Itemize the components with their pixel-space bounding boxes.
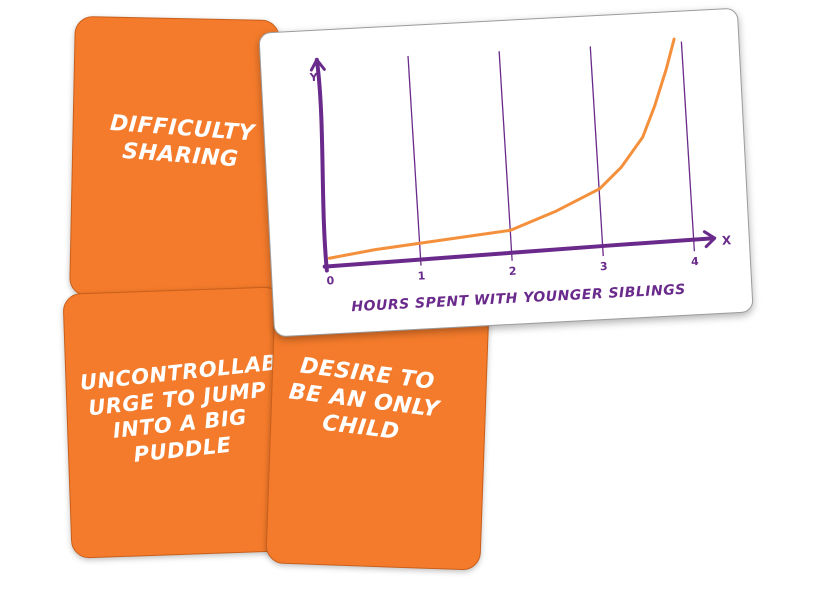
series-line-0 — [327, 37, 676, 260]
grid-line-1 — [407, 55, 422, 266]
x-tick-label-1: 1 — [417, 269, 425, 282]
x-axis-letter: X — [722, 233, 733, 248]
series-group — [327, 37, 676, 260]
card-difficulty-sharing[interactable]: DIFFICULTY SHARING — [69, 15, 280, 301]
x-tick-labels: 0 1 2 3 4 — [326, 255, 699, 288]
x-axis-title: HOURS SPENT WITH YOUNGER SIBLINGS — [351, 282, 686, 315]
x-tick-label-2: 2 — [509, 265, 517, 278]
chart-card[interactable]: 0 1 2 3 4 Y X HOURS SPENT WITH YOUNGER SIBLI… — [258, 7, 754, 338]
grid-line-4 — [680, 41, 696, 252]
y-axis-label: Y — [308, 71, 319, 85]
grid-line-2 — [498, 51, 513, 261]
y-axis — [314, 57, 329, 273]
x-axis-arrowhead — [702, 230, 717, 249]
x-tick-label-0: 0 — [326, 274, 335, 287]
card-uncontrollable-urge[interactable]: UNCONTROLLABLE URGE TO JUMP INTO A BIG P… — [62, 286, 308, 559]
card-text: DESIRE TO BE AN ONLY CHILD — [287, 353, 441, 445]
y-axis-arrowhead — [309, 58, 326, 72]
card-text: DIFFICULTY SHARING — [108, 111, 256, 173]
x-tick-label-4: 4 — [691, 255, 700, 268]
axes — [309, 57, 717, 273]
x-tick-label-3: 3 — [600, 260, 608, 273]
line-chart: 0 1 2 3 4 Y X HOURS SPENT WITH YOUNGER SIBLI… — [308, 37, 733, 315]
grid-line-3 — [589, 46, 604, 257]
x-axis — [322, 236, 716, 269]
vertical-grid — [407, 41, 696, 266]
card-text: UNCONTROLLABLE URGE TO JUMP INTO A BIG P… — [78, 347, 308, 467]
